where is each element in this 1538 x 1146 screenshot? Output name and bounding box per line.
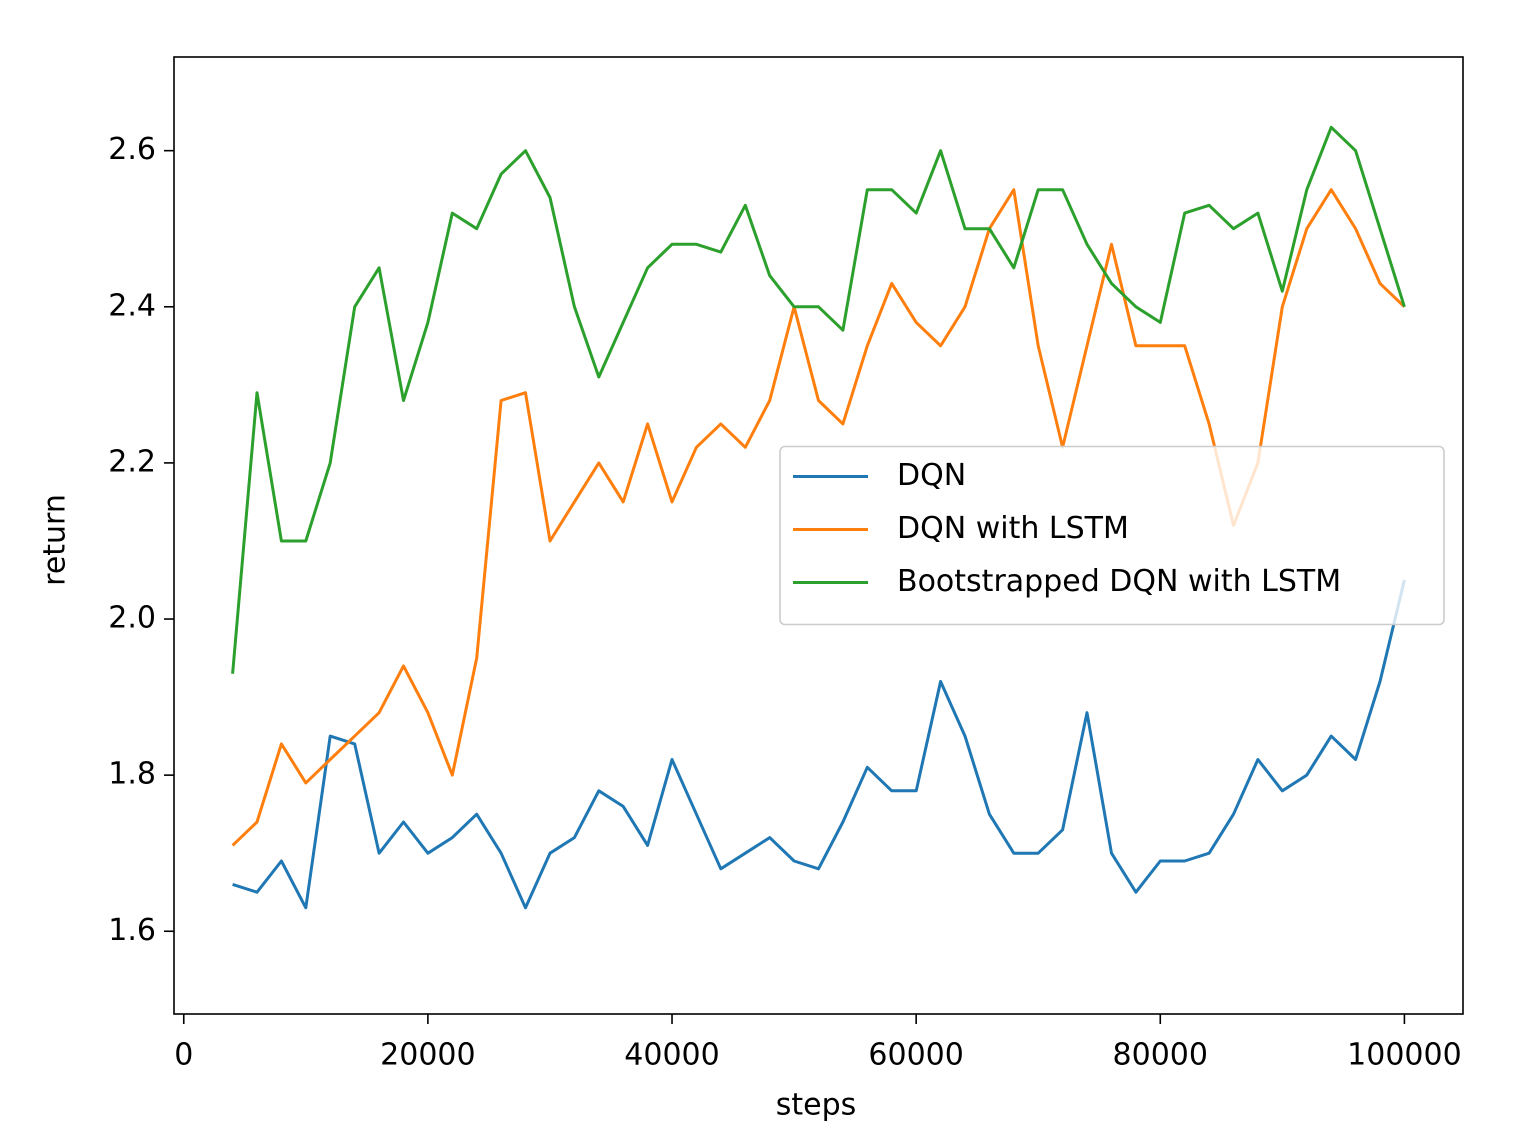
x-tick-label: 20000 bbox=[380, 1038, 475, 1073]
plot-frame bbox=[173, 56, 1464, 1015]
x-tick-label: 80000 bbox=[1113, 1038, 1208, 1073]
y-axis-label: return bbox=[38, 494, 73, 586]
x-tick-label: 100000 bbox=[1347, 1038, 1462, 1073]
y-tick-label: 2.0 bbox=[108, 601, 156, 636]
x-tick-label: 0 bbox=[174, 1038, 193, 1073]
y-tick-label: 2.4 bbox=[108, 288, 156, 323]
y-tick-label: 1.8 bbox=[108, 757, 156, 792]
x-tick-label: 60000 bbox=[868, 1038, 963, 1073]
series-line bbox=[231, 125, 1406, 674]
legend-label: Bootstrapped DQN with LSTM bbox=[897, 564, 1341, 599]
series-line bbox=[232, 579, 1406, 910]
y-tick-label: 2.2 bbox=[108, 444, 156, 479]
legend-label: DQN bbox=[897, 458, 966, 493]
legend-label: DQN with LSTM bbox=[897, 511, 1129, 546]
x-axis-label: steps bbox=[776, 1088, 857, 1123]
x-tick-label: 40000 bbox=[624, 1038, 719, 1073]
y-tick-label: 1.6 bbox=[108, 913, 156, 948]
y-tick-label: 2.6 bbox=[108, 132, 156, 167]
legend: DQN DQN with LSTM Bootstrapped DQN with LS… bbox=[779, 445, 1445, 626]
series-line bbox=[231, 188, 1406, 847]
legend-frame bbox=[779, 445, 1445, 626]
